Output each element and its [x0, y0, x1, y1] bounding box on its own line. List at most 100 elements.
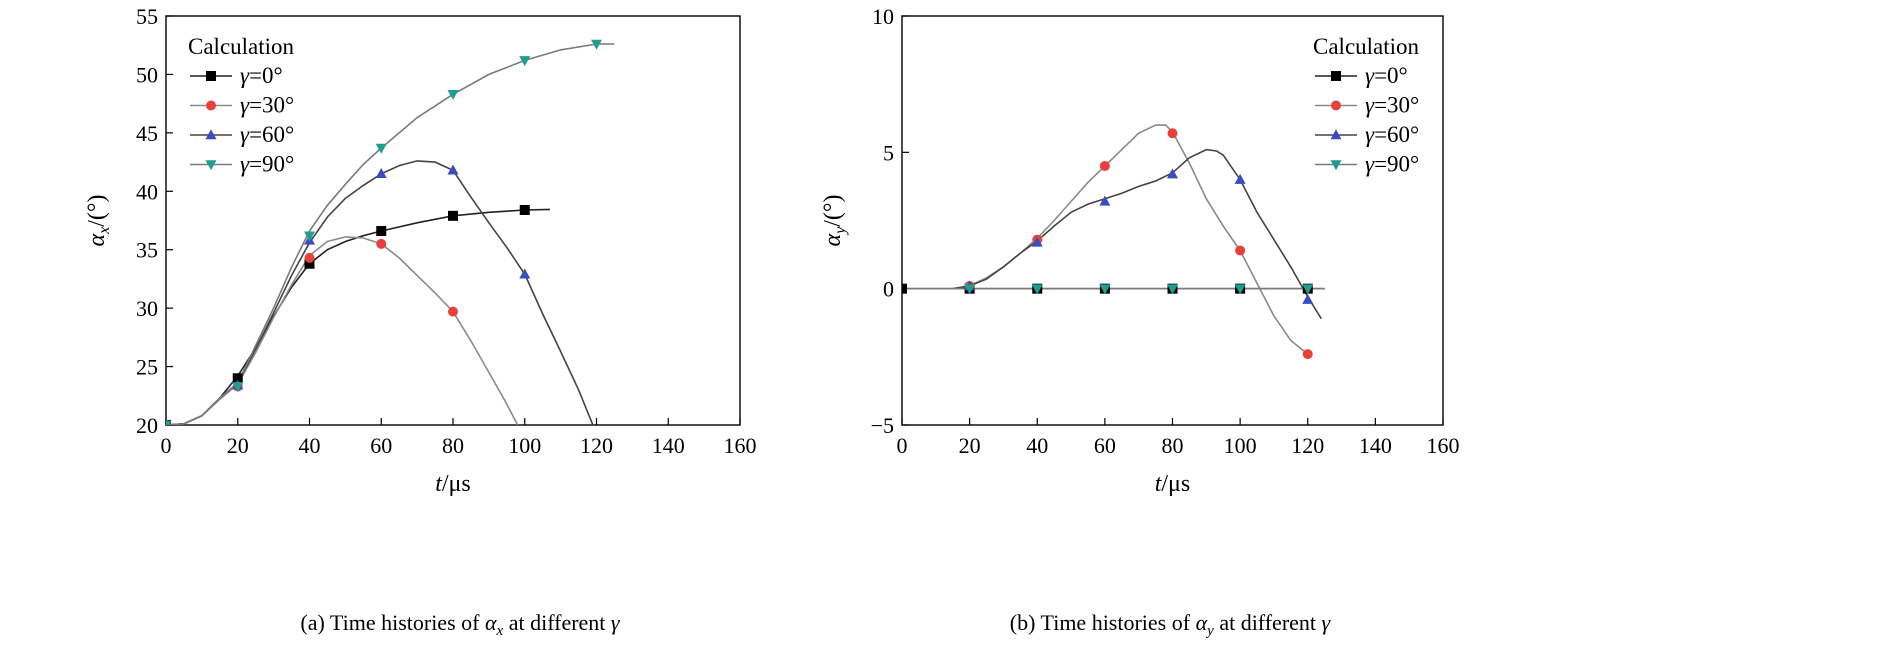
series-line-0: [166, 208, 550, 425]
data-point: [376, 226, 387, 237]
legend-val: =60°: [1374, 122, 1419, 147]
y-tick-label: 0: [883, 277, 894, 302]
legend-var: γ: [240, 63, 250, 88]
data-point: [1167, 128, 1178, 139]
data-point: [304, 258, 315, 269]
legend-marker: [205, 160, 217, 171]
legend-var: γ: [1365, 152, 1375, 177]
series-line-2: [952, 148, 1322, 320]
chart-b: 0 20 40 60 80 100 120 140 160−50510t/μsαy/(°)(b)…: [820, 4, 1460, 639]
x-axis-var: t: [435, 471, 443, 497]
y-tick-label: 55: [136, 4, 158, 29]
legend-entry: γ=90°: [1365, 152, 1419, 177]
x-tick-label: 80: [1162, 433, 1184, 458]
x-tick-label: 140: [652, 433, 685, 458]
caption-symbol: α: [485, 610, 497, 635]
chart-caption: (b) Time histories of αy at different γ: [1010, 610, 1332, 639]
legend-entry: γ=0°: [1365, 63, 1408, 88]
x-tick-label: 160: [724, 433, 757, 458]
legend-title: Calculation: [1313, 34, 1420, 59]
x-tick-label: 40: [1026, 433, 1048, 458]
x-tick-label: 100: [508, 433, 541, 458]
caption-suffix: at different: [503, 610, 611, 635]
series-line-3: [166, 43, 615, 425]
legend-entry: γ=90°: [240, 152, 294, 177]
series-line-1: [952, 124, 1309, 355]
x-tick-label: 40: [299, 433, 321, 458]
data-point: [304, 252, 315, 263]
legend-marker: [205, 129, 217, 140]
data-point: [1031, 284, 1043, 295]
legend-var: γ: [1365, 63, 1375, 88]
x-axis-unit: /μs: [1161, 471, 1190, 497]
x-axis-unit: /μs: [442, 471, 471, 497]
legend-val: =90°: [249, 152, 294, 177]
x-axis-label: t/μs: [435, 471, 471, 497]
plot-frame: [901, 15, 1444, 426]
y-tick-label: 10: [872, 4, 894, 29]
y-tick-label: 40: [136, 179, 158, 204]
data-point: [591, 39, 602, 50]
legend-val: =0°: [1374, 63, 1408, 88]
chart-caption: (a) Time histories of αx at different γ: [300, 610, 621, 639]
caption-prefix: (a) Time histories of: [300, 610, 485, 635]
legend-marker: [1331, 100, 1341, 111]
data-point: [1099, 195, 1111, 206]
caption-symbol: α: [1196, 610, 1208, 635]
legend-var: γ: [240, 152, 250, 177]
legend-val: =60°: [249, 122, 294, 147]
caption-sub: x: [496, 623, 504, 639]
data-point: [1235, 245, 1246, 256]
data-point: [1167, 168, 1178, 179]
data-point: [964, 284, 976, 295]
legend-var: γ: [240, 93, 250, 118]
caption-gamma: γ: [1322, 610, 1332, 635]
x-axis-var: t: [1155, 471, 1163, 497]
x-tick-label: 0: [161, 433, 172, 458]
x-tick-label: 80: [442, 433, 464, 458]
legend-val: =0°: [249, 63, 283, 88]
x-axis-label: t/μs: [1155, 471, 1191, 497]
x-tick-label: 120: [1291, 433, 1324, 458]
caption-gamma: γ: [611, 610, 621, 635]
x-tick-label: 20: [959, 433, 981, 458]
y-tick-label: −5: [871, 413, 894, 438]
legend-marker: [1330, 129, 1342, 140]
x-tick-label: 120: [580, 433, 613, 458]
data-point: [447, 90, 459, 101]
y-axis-var: α: [820, 233, 846, 246]
legend-entry: γ=60°: [1365, 122, 1419, 147]
legend-val: =90°: [1374, 152, 1419, 177]
series-layer: [902, 124, 1325, 360]
data-point: [1234, 284, 1246, 295]
x-tick-label: 100: [1224, 433, 1257, 458]
data-point: [232, 382, 244, 393]
data-point: [1302, 284, 1314, 295]
caption-suffix: at different: [1214, 610, 1322, 635]
data-point: [166, 420, 172, 425]
data-point: [1031, 236, 1043, 247]
data-point: [519, 204, 530, 215]
legend-entry: γ=30°: [240, 93, 294, 118]
data-point: [519, 56, 531, 67]
data-point: [375, 168, 387, 179]
chart-a: 0 20 40 60 80 100 120 140 1602025303540455055t/μ…: [84, 4, 757, 639]
y-axis-unit: /(°): [84, 195, 110, 227]
legend-entry: γ=60°: [240, 122, 294, 147]
x-tick-label: 0: [897, 433, 908, 458]
data-point: [1302, 293, 1314, 304]
y-tick-label: 25: [136, 355, 158, 380]
data-point: [1099, 284, 1111, 295]
x-tick-label: 160: [1427, 433, 1460, 458]
caption-sub: y: [1205, 623, 1214, 639]
x-tick-label: 140: [1359, 433, 1392, 458]
data-point: [902, 283, 907, 294]
legend-var: γ: [1365, 93, 1375, 118]
data-point: [376, 238, 387, 249]
legend-marker: [206, 100, 216, 111]
data-point: [519, 268, 531, 279]
caption-prefix: (b) Time histories of: [1010, 610, 1196, 635]
x-tick-label: 60: [370, 433, 392, 458]
legend-marker: [206, 71, 216, 81]
legend-marker: [1331, 71, 1341, 81]
